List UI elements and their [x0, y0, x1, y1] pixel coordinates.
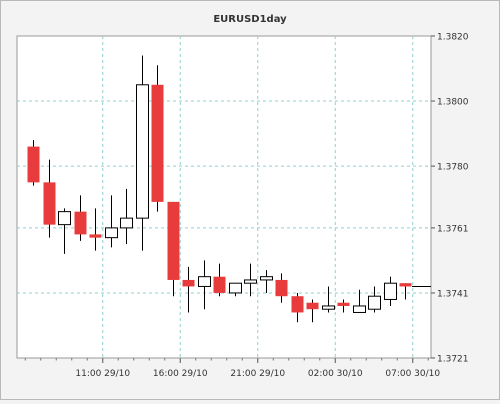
candle [74, 195, 87, 241]
y-tick-label: 1.3800 [437, 98, 469, 108]
candle [322, 286, 335, 313]
candle-body-bearish [27, 146, 40, 183]
candle [43, 159, 56, 238]
candle-body-bearish [182, 279, 195, 287]
candle [151, 65, 164, 212]
candle-body-bullish [322, 305, 335, 310]
candle [27, 140, 40, 186]
chart-title: EURUSD1day [213, 14, 287, 25]
candle-body-bullish [353, 305, 366, 313]
candle-body-bearish [43, 182, 56, 225]
x-tick-label: 16:00 29/10 [153, 369, 208, 379]
candle-body-bearish [89, 234, 102, 238]
candle [368, 286, 381, 313]
candle [136, 55, 149, 251]
candle-body-bullish [244, 279, 257, 284]
y-tick-label: 1.3741 [437, 289, 469, 299]
candle [353, 289, 366, 313]
y-tick-label: 1.3780 [437, 163, 469, 173]
candle [229, 282, 242, 297]
candle-body-bullish [58, 211, 71, 226]
candle-body-bearish [291, 296, 304, 313]
candle [291, 292, 304, 323]
candle [275, 273, 288, 303]
candle [260, 270, 273, 293]
candle [244, 263, 257, 297]
candle [120, 188, 133, 245]
x-tick-label: 21:00 29/10 [230, 369, 285, 379]
candle-body-bearish [167, 201, 180, 280]
candle-body-bearish [74, 211, 87, 235]
y-tick-label: 1.3721 [437, 355, 469, 365]
candle-body-bearish [275, 279, 288, 297]
candle-body-bearish [306, 302, 319, 310]
y-tick-label: 1.3820 [437, 33, 469, 43]
candle-body-bullish [368, 295, 381, 310]
candle [384, 276, 397, 306]
candle [213, 263, 226, 297]
candle-body-bullish [198, 276, 211, 287]
candle-body-bullish [229, 282, 242, 294]
candle-body-bearish [213, 276, 226, 293]
candle-body-bearish [399, 283, 412, 287]
candle [105, 195, 118, 248]
candle-body-bullish [260, 276, 273, 281]
axes: 1.3820 1.3800 1.3780 1.3761 1.3741 1.3721 11:0… [24, 33, 469, 379]
candle-body-bullish [105, 227, 118, 239]
x-tick-label: 02:00 30/10 [308, 369, 363, 379]
candle [182, 266, 195, 313]
candle [89, 208, 102, 251]
candle [167, 201, 180, 297]
candle-body-bullish [136, 84, 149, 219]
y-tick-label: 1.3761 [437, 224, 469, 234]
candle [337, 299, 350, 313]
candle-body-bullish [384, 282, 397, 300]
candles [27, 55, 431, 323]
candle [198, 260, 211, 310]
candle-body-bearish [151, 84, 164, 202]
x-tick-label: 11:00 29/10 [75, 369, 130, 379]
candle [399, 283, 412, 300]
candle-body-bearish [337, 302, 350, 306]
candle-body-bullish [120, 217, 133, 229]
x-tick-label: 07:00 30/10 [385, 369, 440, 379]
candle [306, 299, 319, 323]
plot-area [16, 35, 432, 359]
candle [58, 208, 71, 254]
